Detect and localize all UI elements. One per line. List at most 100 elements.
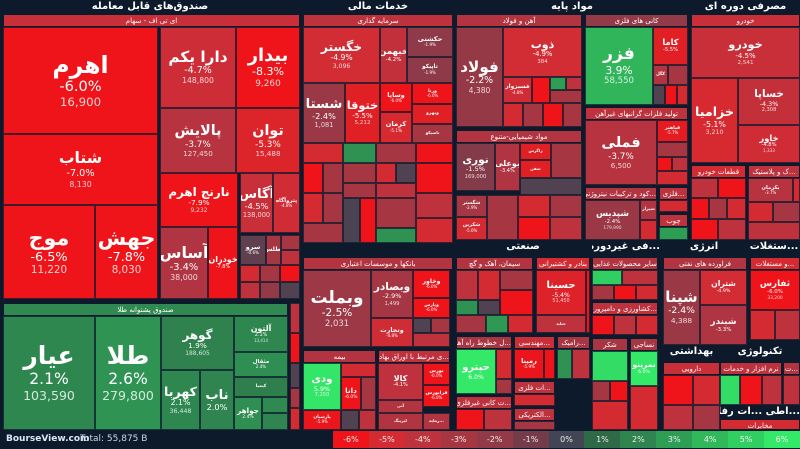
stock-tile[interactable]	[691, 219, 718, 240]
stock-tile[interactable]	[303, 193, 323, 223]
stock-tile[interactable]	[614, 315, 636, 335]
stock-tile[interactable]	[750, 310, 775, 340]
group-header[interactable]: ...ات فلزی	[514, 381, 555, 394]
stock-tile[interactable]	[376, 228, 416, 243]
stock-tile[interactable]	[532, 77, 550, 103]
stock-tile[interactable]: ...رمایه	[423, 413, 450, 430]
stock-tile[interactable]	[592, 351, 628, 381]
stock-tile[interactable]: آساس -3.4% 38,000	[160, 227, 208, 299]
stock-tile[interactable]	[592, 270, 622, 285]
stock-tile[interactable]	[260, 265, 280, 282]
stock-tile[interactable]	[500, 290, 533, 315]
group-header[interactable]: دارویی	[663, 362, 720, 375]
stock-tile[interactable]: زاگرس	[520, 143, 551, 160]
stock-tile[interactable]: فسبزوار -4.8%	[503, 77, 532, 103]
stock-tile[interactable]	[431, 318, 450, 333]
stock-tile[interactable]	[592, 315, 614, 335]
stock-tile[interactable]: آگاس -4.5% 138,000	[240, 173, 273, 233]
stock-tile[interactable]	[586, 270, 590, 333]
stock-tile[interactable]	[262, 397, 288, 413]
stock-tile[interactable]: خزامیا -5.1% 3,210	[691, 78, 738, 163]
group-header[interactable]: ای تی اف - سهام	[3, 14, 300, 27]
group-header[interactable]: ...ک و پلاستیک	[748, 165, 800, 178]
stock-tile[interactable]: کاما -5.5%	[653, 27, 688, 65]
stock-tile[interactable]: وبصادر -2.9% 1,499	[371, 270, 413, 318]
stock-tile[interactable]	[456, 409, 484, 430]
stock-tile[interactable]	[341, 363, 376, 377]
stock-tile[interactable]: شستا -2.4% 1,081	[303, 83, 345, 143]
stock-tile[interactable]	[566, 77, 582, 90]
stock-tile[interactable]: تاپیکو -1.9%	[407, 57, 453, 83]
group-header[interactable]: شکر	[592, 338, 628, 351]
stock-tile[interactable]	[544, 349, 555, 379]
stock-tile[interactable]	[748, 222, 800, 240]
stock-tile[interactable]	[762, 375, 782, 405]
group-header[interactable]: بنادر و کشتیرانی	[536, 257, 590, 270]
stock-tile[interactable]: نوری -1.5% 169,000	[456, 143, 495, 191]
stock-tile[interactable]	[636, 285, 658, 300]
stock-tile[interactable]	[280, 265, 300, 282]
stock-tile[interactable]	[456, 300, 478, 315]
stock-tile[interactable]	[240, 265, 260, 282]
stock-tile[interactable]: شپنا -2.4% 4,388	[663, 270, 700, 345]
stock-tile[interactable]	[290, 388, 300, 408]
stock-tile[interactable]	[657, 157, 672, 171]
stock-tile[interactable]	[718, 178, 746, 198]
stock-tile[interactable]	[783, 375, 800, 405]
stock-tile[interactable]	[727, 198, 746, 219]
stock-tile[interactable]	[343, 183, 376, 198]
stock-tile[interactable]	[496, 379, 512, 394]
stock-tile[interactable]: کرمان -5.1%	[380, 112, 412, 143]
stock-tile[interactable]: خودرو -4.5% 2,541	[691, 27, 800, 78]
stock-tile[interactable]	[514, 421, 555, 430]
group-header[interactable]: مواد شیمیایی-متنوع	[456, 130, 582, 143]
stock-tile[interactable]	[550, 90, 582, 103]
stock-tile[interactable]	[343, 163, 376, 183]
stock-tile[interactable]	[456, 315, 486, 333]
stock-tile[interactable]: شکربن -5.0%	[456, 217, 487, 240]
stock-tile[interactable]: ذوب -4.9% 384	[503, 27, 582, 77]
stock-tile[interactable]: خاور -4.8% 1,333	[738, 125, 800, 163]
stock-tile[interactable]: ورنا -6.0%	[412, 83, 453, 104]
stock-tile[interactable]: اطلس	[266, 235, 281, 265]
stock-tile[interactable]	[343, 198, 360, 243]
group-header[interactable]: ...ت کانی غیرفلزی	[456, 396, 512, 409]
stock-tile[interactable]	[657, 171, 688, 185]
stock-tile[interactable]	[659, 227, 688, 240]
group-header[interactable]: ...و مستغلات	[750, 257, 800, 270]
stock-tile[interactable]	[487, 195, 518, 240]
stock-tile[interactable]	[610, 381, 628, 401]
stock-tile[interactable]: نارنج اهرم -7.9% 9,232	[160, 173, 238, 227]
stock-tile[interactable]	[290, 408, 300, 430]
stock-tile[interactable]	[518, 195, 550, 217]
stock-tile[interactable]	[416, 193, 453, 218]
stock-tile[interactable]: رمپنا -5.9%	[514, 349, 544, 379]
stock-tile[interactable]	[592, 401, 628, 430]
stock-tile[interactable]	[523, 103, 543, 127]
stock-tile[interactable]: آتی	[378, 400, 423, 413]
stock-tile[interactable]	[413, 318, 431, 333]
stock-tile[interactable]: فرابورس -6.0%	[423, 385, 450, 407]
stock-tile[interactable]: توان -5.3% 15,488	[236, 108, 300, 173]
group-header[interactable]: سرمایه گذاری	[303, 14, 453, 27]
group-header[interactable]: ...رامیک	[557, 336, 590, 349]
stock-tile[interactable]: کگل	[653, 65, 668, 85]
stock-tile[interactable]	[416, 143, 453, 163]
group-header[interactable]: ...ی مرتبط با اوراق بهادار	[378, 350, 450, 363]
stock-tile[interactable]	[691, 198, 709, 219]
stock-tile[interactable]	[563, 103, 582, 127]
group-header[interactable]: ...کشاورزی و دامپروری	[592, 302, 658, 315]
stock-tile[interactable]	[668, 65, 688, 85]
stock-tile[interactable]: ثفارس -6.0% 33,200	[750, 270, 800, 310]
stock-tile[interactable]	[691, 178, 718, 198]
stock-tile[interactable]	[508, 315, 533, 333]
stock-tile[interactable]	[659, 200, 688, 212]
group-header[interactable]: بیمه	[303, 350, 376, 363]
stock-tile[interactable]	[341, 410, 359, 430]
stock-tile[interactable]	[376, 198, 416, 228]
stock-tile[interactable]: خساپا -4.3% 2,308	[738, 78, 800, 125]
stock-tile[interactable]	[290, 333, 300, 363]
stock-tile[interactable]	[303, 143, 343, 163]
stock-tile[interactable]	[665, 85, 677, 105]
stock-tile[interactable]: شیراز	[640, 200, 657, 220]
